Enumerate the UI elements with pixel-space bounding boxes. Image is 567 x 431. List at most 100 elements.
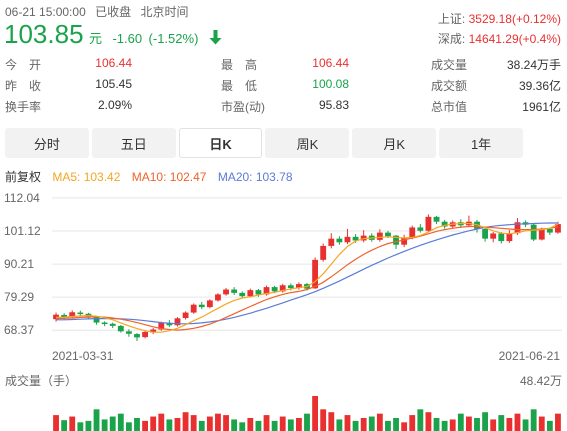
volume-bar [174, 417, 181, 431]
candle-body [263, 287, 270, 295]
index-shenzhen[interactable]: 深成: 14641.29(+0.4%) [438, 29, 561, 49]
turnover-label: 换手率 [5, 100, 42, 114]
volume-bar [247, 417, 254, 431]
tab-one-year[interactable]: 1年 [439, 128, 523, 158]
candle-body [295, 284, 302, 289]
y-tick-label: 79.29 [4, 290, 34, 304]
index-name: 上证: [437, 12, 466, 26]
volume-bar [287, 419, 294, 431]
volume-bar [336, 419, 343, 431]
candle-body [142, 331, 149, 338]
ma10-legend: MA10: 102.47 [131, 170, 207, 184]
candle-body [271, 287, 278, 292]
candle-body [101, 322, 108, 325]
prev-close-label: 昨 收 [5, 79, 42, 93]
candle-body [336, 238, 343, 243]
down-arrow-icon [209, 30, 222, 50]
volume-bar [482, 412, 489, 431]
volume-bar [93, 409, 100, 431]
turnover-value: 2.09% [97, 98, 132, 112]
candle-body [538, 229, 545, 240]
candle-body [174, 318, 181, 326]
tab-intraday[interactable]: 分时 [5, 128, 89, 158]
volume-bar [409, 415, 416, 431]
volume-bar [360, 417, 367, 431]
volume-bar [61, 420, 68, 431]
volume-bar [320, 409, 327, 431]
tab-monthly-k[interactable]: 月K [352, 128, 437, 158]
tab-five-day[interactable]: 五日 [91, 128, 176, 158]
ma20-line [56, 222, 558, 325]
volume-bar [538, 416, 545, 431]
volume-bar [433, 417, 440, 431]
candle-body [134, 334, 140, 338]
volume-bar [401, 422, 408, 431]
candle-body [555, 224, 561, 233]
prev-close-value: 105.45 [95, 77, 132, 91]
volume-bar [514, 413, 521, 431]
volume-bar [328, 412, 335, 431]
volume-bar [279, 416, 286, 431]
volume-bar [425, 412, 432, 431]
volume-bar [344, 415, 351, 431]
candle-body [77, 312, 84, 315]
candle-body [376, 232, 383, 240]
candle-body [352, 236, 359, 241]
candle-body [344, 236, 351, 243]
market-status: 已收盘 [95, 5, 132, 19]
volume-bar [182, 412, 189, 431]
timezone-label: 北京时间 [140, 5, 189, 19]
volume-bar [304, 413, 310, 431]
volume-bar [457, 413, 464, 431]
candle-body [417, 227, 424, 231]
candle-body [482, 228, 489, 239]
volume-bar [134, 417, 140, 431]
candle-body [385, 232, 391, 237]
tab-daily-k[interactable]: 日K [178, 128, 263, 158]
candle-body [109, 323, 116, 326]
volume-bar [441, 420, 448, 431]
tab-weekly-k[interactable]: 周K [265, 128, 350, 158]
candle-body [182, 312, 189, 319]
volume-max-label: 48.42万 [520, 374, 562, 388]
volume-bar [206, 416, 213, 431]
candle-body [255, 290, 262, 295]
adjust-mode[interactable]: 前复权 [5, 170, 42, 184]
volume-bar [117, 413, 124, 431]
price-change-pct: (-1.52%) [148, 31, 199, 46]
index-shanghai[interactable]: 上证: 3529.18(+0.12%) [438, 9, 561, 29]
pe-value: 95.83 [318, 98, 349, 112]
volume-bar [490, 419, 497, 431]
volume-bar [85, 420, 92, 431]
high-label: 最 高 [221, 58, 258, 72]
volume-bar [522, 419, 529, 431]
candle-body [320, 245, 327, 260]
candle-body [117, 325, 124, 332]
index-name: 深成: [437, 32, 466, 46]
open-value: 106.44 [95, 56, 132, 70]
index-value: 3529.18(+0.12%) [468, 12, 561, 26]
candle-body [530, 224, 537, 240]
volume-bar [239, 422, 246, 431]
candle-body [190, 304, 197, 313]
volume-bar [215, 413, 221, 431]
ma20-legend: MA20: 103.78 [217, 170, 293, 184]
candle-body [401, 238, 408, 245]
candle-body [425, 216, 432, 231]
candle-body [247, 290, 254, 297]
volume-bar [77, 422, 84, 431]
candle-body [514, 222, 521, 234]
candlestick-chart[interactable]: 112.04 101.12 90.21 79.29 68.37 2021-03-31 2… [0, 186, 567, 431]
market-cap-value: 1961亿 [522, 100, 561, 114]
amount-value: 39.36亿 [518, 79, 561, 93]
x-end-label: 2021-06-21 [499, 349, 561, 363]
volume-bar [555, 413, 561, 431]
candle-body [93, 317, 100, 323]
volume-bar [223, 415, 229, 431]
volume-bar [352, 420, 359, 431]
y-tick-label: 112.04 [4, 191, 40, 205]
candle-body [215, 294, 221, 301]
volume-bar [231, 419, 238, 431]
volume-label: 成交量 [431, 58, 468, 72]
candle-body [441, 221, 448, 227]
